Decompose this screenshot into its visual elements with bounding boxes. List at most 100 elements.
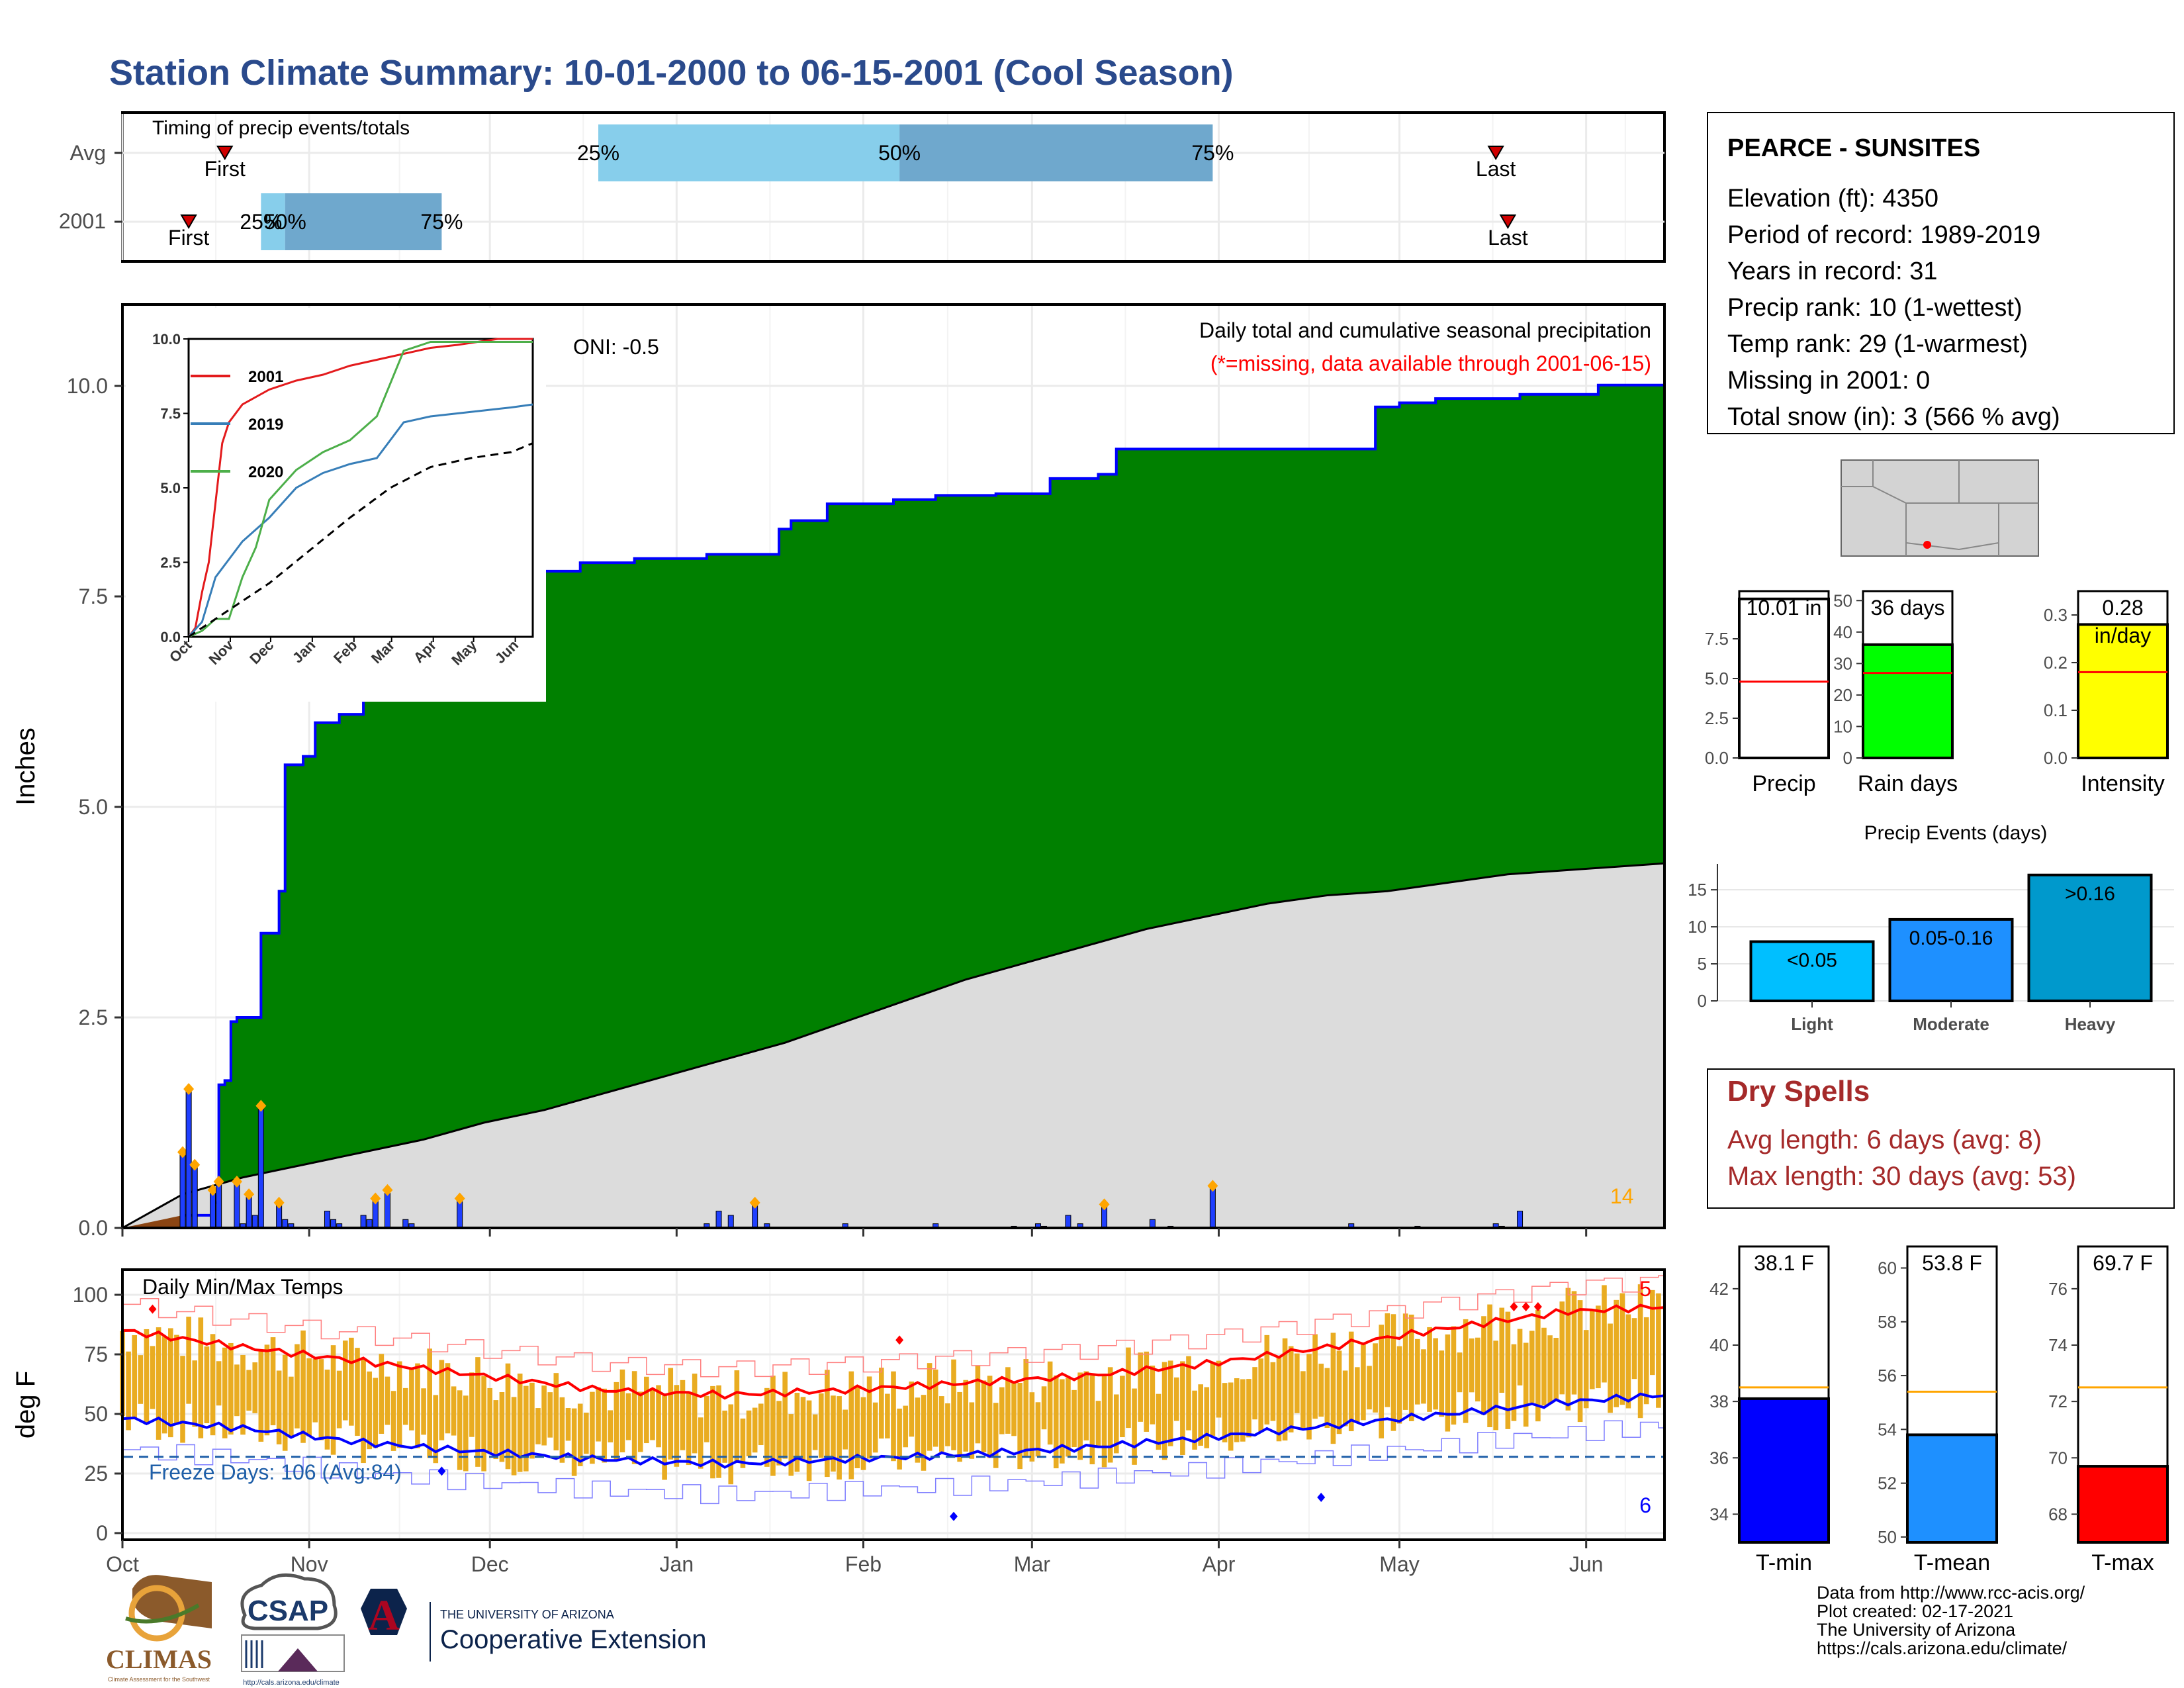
precip-summary-value: 10.01 in — [1747, 596, 1822, 620]
precip-daily-bar — [715, 1211, 722, 1229]
tmean-summary-y-tick-label: 50 — [1878, 1527, 1897, 1547]
temp-daily-bar — [1649, 1289, 1655, 1376]
temp-daily-bar — [463, 1395, 469, 1472]
temp-daily-bar — [1415, 1338, 1420, 1405]
tmean-summary-y-tick-label: 56 — [1878, 1366, 1897, 1385]
timing-row-avg-label: Avg — [69, 141, 106, 165]
temp-daily-bar — [602, 1388, 607, 1463]
temp-daily-bar — [390, 1391, 396, 1451]
tmean-summary-y-tick-label: 52 — [1878, 1474, 1897, 1493]
temp-daily-bar — [1608, 1323, 1613, 1413]
location-map — [1841, 459, 2039, 557]
temp-daily-bar — [909, 1382, 915, 1437]
temp-daily-bar — [361, 1358, 366, 1464]
events-chart-body: 0 5 10 15 <0.05 Light 0.05-0.16 Moderate >0.16 He… — [1688, 864, 2174, 1034]
tmin-summary-frame — [1738, 1245, 1830, 1544]
temp-daily-bar — [1439, 1350, 1445, 1417]
temp-daily-bar — [1342, 1370, 1348, 1427]
temp-daily-bar — [234, 1364, 240, 1417]
temp-daily-bar — [258, 1350, 264, 1442]
temp-daily-bar — [367, 1371, 372, 1450]
temp-y-tick-label: 75 — [84, 1342, 108, 1366]
temp-daily-bar — [493, 1400, 499, 1460]
temp-y-tick-label: 50 — [84, 1402, 108, 1426]
events-bar-light — [1749, 940, 1875, 1002]
state-borders — [1841, 460, 2038, 556]
ua-logo-big-text: Cooperative Extension — [440, 1625, 706, 1654]
temp-daily-bar — [1095, 1401, 1101, 1447]
raindays-summary-frame — [1862, 590, 1954, 759]
temp-daily-bar — [885, 1393, 890, 1438]
temp-daily-bar — [752, 1407, 758, 1453]
temp-daily-bar — [1126, 1347, 1131, 1429]
temp-daily-bar — [1517, 1329, 1523, 1385]
temp-panel-frame — [121, 1268, 1666, 1541]
temp-daily-bar — [1023, 1359, 1029, 1458]
month-label: Apr — [1203, 1552, 1236, 1576]
temp-daily-bar — [740, 1418, 746, 1468]
inset-line-2001 — [187, 338, 533, 637]
heavy-day-marker — [273, 1196, 285, 1209]
temp-daily-bar — [1499, 1307, 1505, 1393]
temp-daily-bar — [469, 1372, 475, 1437]
temp-daily-bar — [710, 1385, 715, 1479]
record-day-marker — [1522, 1302, 1530, 1311]
temp-daily-bar — [1445, 1334, 1451, 1432]
events-bar-label: >0.16 — [2065, 883, 2115, 905]
events-bar-heavy — [2027, 873, 2153, 1003]
temp-daily-bar — [969, 1402, 975, 1459]
temp-daily-bar — [812, 1414, 818, 1450]
temp-daily-bar — [1602, 1285, 1607, 1383]
map-background — [1841, 459, 2039, 557]
timing-2001-q50-q75-bar — [285, 193, 442, 250]
temp-daily-bar — [499, 1391, 505, 1462]
temp-daily-bar — [1481, 1316, 1486, 1415]
footer-line-3: The University of Arizona — [1817, 1620, 2016, 1640]
temp-daily-bar — [487, 1387, 492, 1453]
timing-row-2001-label: 2001 — [59, 209, 106, 233]
temp-daily-bar — [547, 1392, 553, 1438]
temp-daily-bar — [517, 1374, 523, 1472]
temp-daily-bar — [180, 1356, 185, 1443]
temp-daily-bar — [144, 1329, 150, 1425]
ua-logo: A THE UNIVERSITY OF ARIZONA Cooperative … — [361, 1589, 706, 1662]
events-y-tick-label: 10 — [1688, 917, 1707, 937]
precip-daily-bar — [1517, 1211, 1524, 1229]
precip-daily-bar — [324, 1211, 330, 1229]
tmax-summary-y-tick-label: 76 — [2048, 1279, 2068, 1299]
inset-y-tick-label: 5.0 — [160, 480, 181, 496]
station-info-line: Years in record: 31 — [1727, 258, 1938, 285]
temp-daily-bar — [692, 1374, 698, 1454]
temp-daily-bar — [1089, 1376, 1095, 1465]
temp-daily-bar — [1138, 1352, 1143, 1422]
temp-daily-bar — [758, 1403, 764, 1446]
temp-daily-bar — [1150, 1365, 1156, 1425]
temp-daily-bar — [596, 1387, 601, 1442]
inset-legend-label: 2019 — [248, 416, 283, 434]
temp-daily-bar — [831, 1395, 836, 1472]
temp-daily-bar — [1156, 1393, 1161, 1450]
temp-daily-bar — [1132, 1388, 1137, 1465]
temp-daily-bar — [289, 1376, 294, 1438]
events-x-label: Light — [1791, 1014, 1833, 1034]
temp-daily-bar — [825, 1370, 830, 1477]
temp-daily-bar — [1402, 1313, 1408, 1410]
cumulative-2001-line — [122, 383, 1664, 1229]
inset-legend-label: 2001 — [248, 368, 283, 386]
dry-spells-avg: Avg length: 6 days (avg: 8) — [1727, 1125, 2042, 1154]
temp-daily-bar — [854, 1387, 860, 1468]
tmean-summary-bar — [1906, 1433, 1998, 1544]
temp-daily-bar — [150, 1346, 156, 1409]
temp-daily-bar — [963, 1380, 969, 1452]
temp-daily-bar — [330, 1345, 336, 1455]
temp-daily-bar — [1300, 1371, 1306, 1429]
record-day-marker — [950, 1511, 958, 1521]
intensity-summary-frame — [2077, 590, 2169, 759]
inset-y-tick-label: 0.0 — [160, 629, 181, 645]
average-cumulative-line — [122, 862, 1665, 1229]
temp-daily-bar — [1312, 1334, 1318, 1419]
temp-max-count: 5 — [1639, 1277, 1651, 1301]
events-y-tick-label: 5 — [1698, 954, 1707, 974]
temp-daily-bar — [553, 1373, 559, 1451]
